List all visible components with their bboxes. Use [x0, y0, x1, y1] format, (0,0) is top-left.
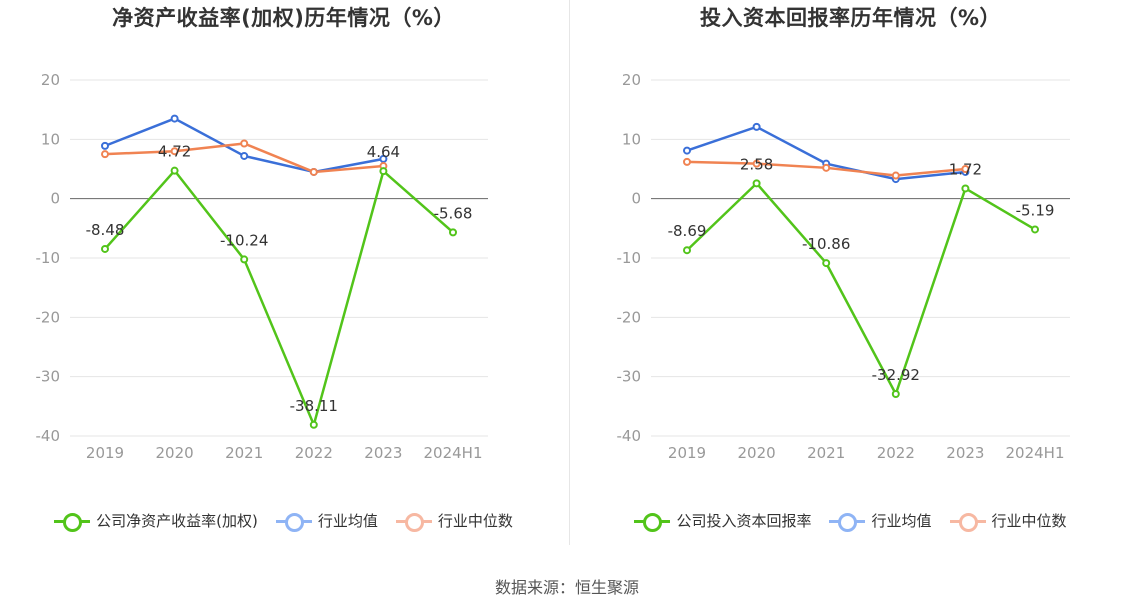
data-label: 4.72: [158, 143, 191, 161]
data-point: [170, 114, 179, 123]
x-tick-label: 2019: [668, 444, 706, 462]
x-tick-label: 2020: [738, 444, 776, 462]
x-tick-label: 2022: [877, 444, 915, 462]
y-tick-label: -30: [36, 368, 61, 386]
data-point: [752, 122, 761, 131]
series-line: [686, 182, 1036, 396]
y-tick-label: -20: [36, 308, 61, 326]
data-point: [170, 166, 179, 175]
data-label: -32.92: [872, 366, 920, 384]
legend-swatch-icon: [275, 511, 312, 532]
data-point: [822, 259, 831, 268]
x-tick-label: 2021: [807, 444, 845, 462]
legend-item-industry-mean[interactable]: 行业均值: [829, 510, 932, 532]
legend-swatch-icon: [395, 511, 432, 532]
y-tick-label: -30: [617, 368, 642, 386]
data-label: -8.69: [668, 222, 707, 240]
roe-chart-panel: 净资产收益率(加权)历年情况（%） 20 10 0 -10 -20 -30 -40 2019 2…: [0, 0, 567, 545]
legend-label: 公司投入资本回报率: [676, 512, 812, 530]
chart-legend: 公司投入资本回报率 行业均值 行业中位数: [567, 510, 1134, 532]
data-label: -38.11: [290, 397, 338, 415]
x-tick-label: 2023: [946, 444, 984, 462]
legend-swatch-icon: [949, 511, 986, 532]
legend-label: 公司净资产收益率(加权): [96, 512, 258, 530]
data-point: [683, 246, 691, 255]
legend-item-industry-mean[interactable]: 行业均值: [275, 510, 378, 532]
y-tick-label: 20: [622, 71, 641, 89]
legend-item-industry-median[interactable]: 行业中位数: [395, 510, 513, 532]
y-tick-label: 20: [41, 71, 60, 89]
x-tick-label: 2024H1: [424, 444, 483, 462]
legend-item-company[interactable]: 公司净资产收益率(加权): [54, 510, 258, 532]
y-tick-label: -10: [617, 249, 642, 267]
data-label: -8.48: [86, 221, 125, 239]
data-point: [891, 389, 900, 398]
x-tick-label: 2024H1: [1006, 444, 1065, 462]
legend-item-company[interactable]: 公司投入资本回报率: [634, 510, 812, 532]
data-label: -10.86: [802, 235, 850, 253]
data-point: [240, 139, 249, 148]
data-label: 4.64: [367, 143, 400, 161]
data-point: [961, 184, 970, 193]
y-tick-label: 10: [41, 130, 60, 148]
x-tick-label: 2020: [156, 444, 194, 462]
x-tick-label: 2021: [225, 444, 263, 462]
data-point: [101, 244, 109, 253]
y-tick-label: -20: [617, 308, 642, 326]
data-point: [752, 179, 761, 188]
data-point: [379, 167, 388, 176]
data-point: [683, 146, 691, 155]
chart-legend: 公司净资产收益率(加权) 行业均值 行业中位数: [0, 510, 567, 532]
chart-title: 投入资本回报率历年情况（%）: [699, 6, 1002, 30]
data-label: -5.19: [1016, 201, 1055, 219]
roic-chart-panel: 投入资本回报率历年情况（%） 20 10 0 -10 -20 -30 -40 2019 2020…: [567, 0, 1134, 545]
legend-label: 行业均值: [871, 512, 932, 530]
y-tick-label: -40: [617, 427, 642, 445]
x-tick-label: 2023: [364, 444, 402, 462]
legend-swatch-icon: [54, 511, 91, 532]
y-tick-label: -10: [36, 249, 61, 267]
data-point: [752, 159, 761, 168]
roe-line-chart: 20 10 0 -10 -20 -30 -40 2019 2020 2021 2022 2023 202…: [36, 71, 488, 462]
legend-label: 行业中位数: [991, 512, 1067, 530]
y-tick-label: 0: [631, 190, 641, 208]
chart-title: 净资产收益率(加权)历年情况（%）: [112, 6, 455, 30]
data-label: -5.68: [434, 204, 473, 222]
data-source-note: 数据来源：恒生聚源: [494, 578, 639, 597]
data-point: [891, 171, 900, 180]
data-point: [1031, 225, 1039, 234]
legend-swatch-icon: [829, 511, 866, 532]
series-line: [104, 169, 454, 427]
legend-swatch-icon: [634, 511, 671, 532]
data-point: [683, 157, 691, 166]
data-point: [309, 167, 318, 176]
panel-divider: [569, 0, 570, 545]
data-label: 1.72: [949, 160, 982, 178]
data-point: [240, 255, 249, 264]
roic-line-chart: 20 10 0 -10 -20 -30 -40 2019 2020 2021 2022 2023 202…: [617, 71, 1070, 462]
legend-label: 行业均值: [317, 512, 378, 530]
x-tick-label: 2019: [86, 444, 124, 462]
data-point: [379, 154, 388, 163]
data-point: [822, 163, 831, 172]
legend-item-industry-median[interactable]: 行业中位数: [949, 510, 1067, 532]
y-tick-label: -40: [36, 427, 61, 445]
data-label: 2.58: [740, 155, 773, 173]
legend-label: 行业中位数: [437, 512, 513, 530]
data-point: [961, 165, 970, 173]
data-point: [309, 420, 318, 429]
y-tick-label: 10: [622, 130, 641, 148]
data-label: -10.24: [220, 231, 268, 249]
data-point: [170, 147, 179, 156]
data-point: [101, 141, 109, 150]
data-point: [240, 151, 249, 160]
y-tick-label: 0: [50, 190, 60, 208]
data-point: [101, 150, 109, 159]
data-point: [449, 228, 457, 237]
x-tick-label: 2022: [295, 444, 333, 462]
